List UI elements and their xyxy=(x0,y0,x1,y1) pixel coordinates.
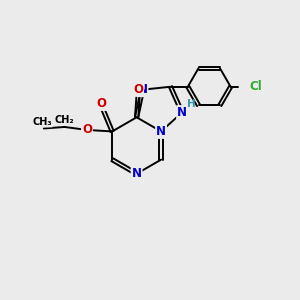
Text: N: N xyxy=(132,167,142,180)
Text: O: O xyxy=(133,83,143,96)
Text: N: N xyxy=(137,83,148,96)
Text: O: O xyxy=(82,123,92,136)
Text: Cl: Cl xyxy=(249,80,262,93)
Text: N: N xyxy=(156,125,166,138)
Text: O: O xyxy=(97,97,107,110)
Text: CH₂: CH₂ xyxy=(55,116,74,125)
Text: N: N xyxy=(177,106,187,119)
Text: H: H xyxy=(187,99,196,109)
Text: CH₃: CH₃ xyxy=(32,117,52,127)
